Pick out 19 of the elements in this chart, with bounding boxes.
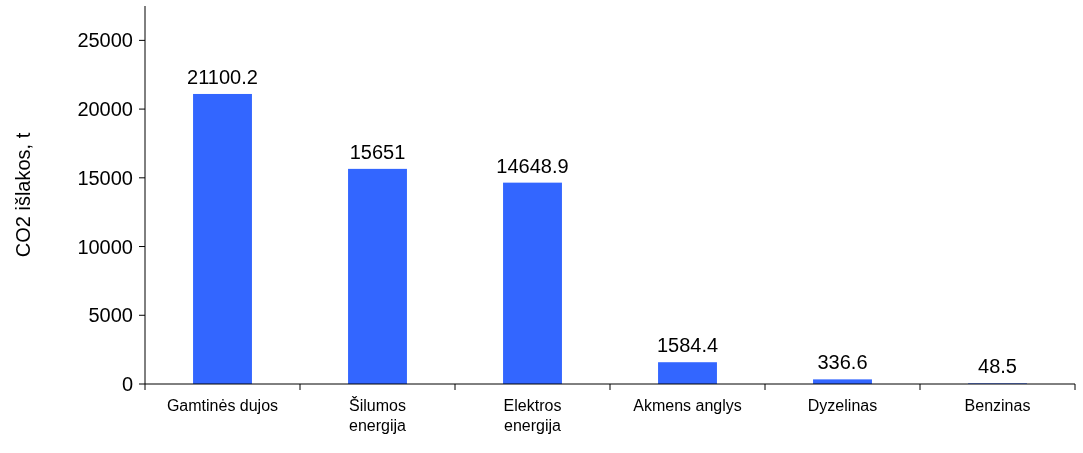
y-tick-label: 25000 xyxy=(77,29,133,52)
x-tick-label: Benzinas xyxy=(964,397,1031,414)
y-axis-title: CO2 išlakos, t xyxy=(12,132,34,258)
data-label: 14648.9 xyxy=(496,154,569,177)
x-tick-label: Gamtinės dujos xyxy=(166,397,279,414)
data-label: 1584.4 xyxy=(656,334,719,357)
y-tick-label: 10000 xyxy=(77,235,133,258)
x-tick-label: Dyzelinas xyxy=(807,397,878,414)
data-label: 336.6 xyxy=(817,351,868,374)
data-label: 15651 xyxy=(349,140,406,163)
x-tick-label: Elektros energija xyxy=(503,397,562,434)
y-tick-label: 0 xyxy=(121,373,133,395)
x-tick-label: Akmens anglys xyxy=(633,397,742,414)
y-tick-label: 15000 xyxy=(77,166,133,189)
data-label: 21100.2 xyxy=(187,65,258,88)
y-tick-label: 5000 xyxy=(88,304,133,327)
x-tick-label: Šilumos energija xyxy=(349,396,407,434)
y-tick-label: 20000 xyxy=(77,98,133,121)
data-label: 48.5 xyxy=(978,355,1017,378)
